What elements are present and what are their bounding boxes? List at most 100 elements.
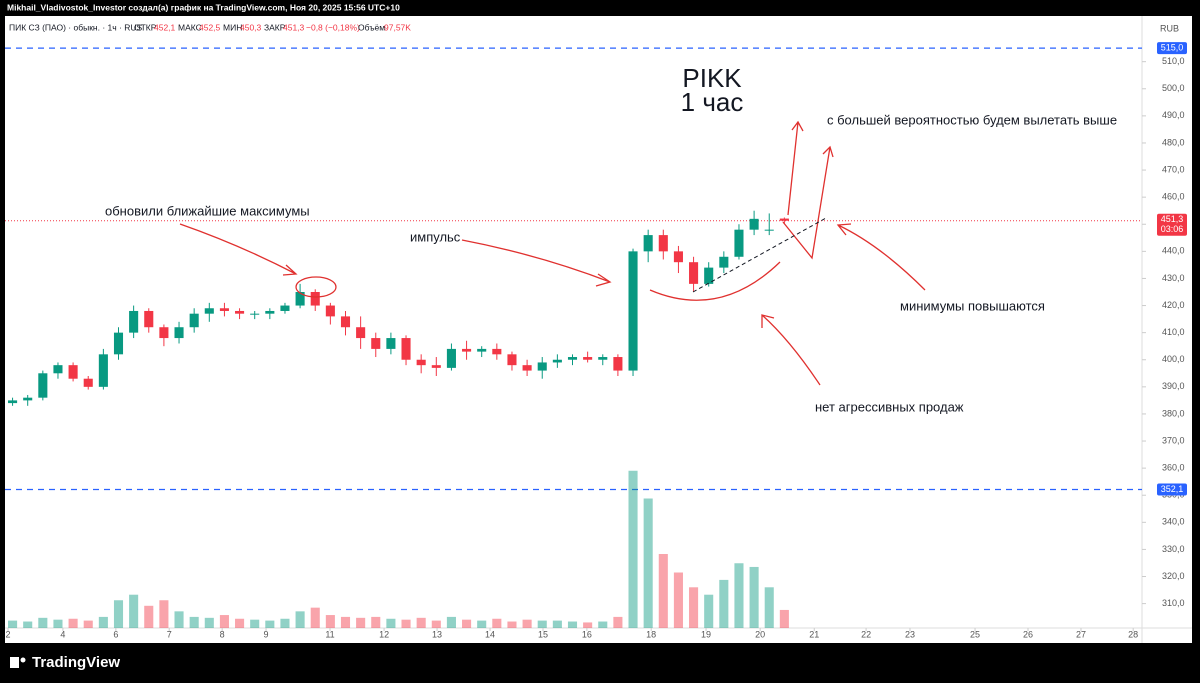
close-label: ЗАКР xyxy=(264,22,286,32)
volume-bar xyxy=(613,616,623,628)
high: 452,5 xyxy=(199,22,221,32)
annotation: обновили ближайшие максимумы xyxy=(105,203,310,218)
circle xyxy=(295,276,337,298)
candle-body xyxy=(68,365,78,379)
x-tick-label: 4 xyxy=(60,629,65,639)
candle-body xyxy=(446,348,456,368)
chart-subtitle: 1 час xyxy=(681,87,744,117)
chart-title: PIKK xyxy=(682,63,742,93)
volume-bar xyxy=(643,498,653,628)
y-tick-label: 500,0 xyxy=(1162,83,1185,93)
y-tick-label: 370,0 xyxy=(1162,435,1185,445)
open-label: ОТКР xyxy=(134,22,157,32)
x-tick-label: 19 xyxy=(701,629,711,639)
x-tick-label: 25 xyxy=(970,629,980,639)
volume-bar xyxy=(583,622,593,628)
volume-bar xyxy=(159,600,169,628)
volume-bar xyxy=(356,617,366,628)
candle-body xyxy=(23,397,33,401)
volume-bar xyxy=(749,566,759,628)
x-tick-label: 8 xyxy=(220,629,225,639)
logo: TradingView xyxy=(10,654,120,671)
volume-bar xyxy=(719,579,729,628)
candle-body xyxy=(431,365,441,368)
volume-bar xyxy=(507,621,517,628)
volume-bar xyxy=(462,619,472,628)
annotation: минимумы повышаются xyxy=(900,298,1045,313)
x-tick-label: 18 xyxy=(646,629,656,639)
volume-bar xyxy=(446,616,456,628)
volume-bar xyxy=(219,615,229,628)
volume-bar xyxy=(371,616,381,628)
candle-body xyxy=(174,327,184,339)
logo-mark xyxy=(20,657,26,663)
y-tick-label: 440,0 xyxy=(1162,246,1185,256)
volume-bar xyxy=(250,619,260,628)
candle-body xyxy=(250,313,260,315)
y-tick-label: 320,0 xyxy=(1162,571,1185,581)
x-tick-label: 7 xyxy=(167,629,172,639)
volume-bar xyxy=(189,616,199,628)
candle-body xyxy=(340,316,351,328)
y-tick-label: 430,0 xyxy=(1162,273,1185,283)
candle-body xyxy=(507,354,517,366)
y-tick-label: 400,0 xyxy=(1162,354,1185,364)
volume-bar xyxy=(552,620,562,628)
last-price-tag xyxy=(1157,213,1187,236)
x-tick-label: 22 xyxy=(861,629,871,639)
volume-bar xyxy=(764,587,774,628)
candle-body xyxy=(98,354,108,387)
volume-bar xyxy=(38,617,48,628)
volume-bar xyxy=(204,617,214,628)
y-tick-label: 510,0 xyxy=(1162,56,1185,66)
volume-bar xyxy=(673,572,683,628)
candle-body xyxy=(552,359,562,363)
level-tag xyxy=(1157,42,1187,55)
volume-bar xyxy=(8,620,18,628)
x-tick-label: 21 xyxy=(809,629,819,639)
candle-body xyxy=(235,310,245,314)
volume-bar xyxy=(431,620,441,628)
candle-body xyxy=(749,218,759,230)
arrow xyxy=(787,120,804,216)
volume-bar xyxy=(113,600,124,628)
x-tick-label: 26 xyxy=(1023,629,1033,639)
close: 451,3 xyxy=(283,22,305,32)
candle-body xyxy=(689,262,699,284)
volume-bar xyxy=(522,619,532,628)
volume: 97,57K xyxy=(384,22,411,32)
arrow xyxy=(179,223,298,276)
header: Mikhail_Vladivostok_Investor создал(а) г… xyxy=(7,2,400,12)
x-tick-label: 27 xyxy=(1076,629,1086,639)
volume-bar xyxy=(144,605,154,628)
countdown: 03:06 xyxy=(1161,224,1184,234)
x-tick-label: 12 xyxy=(379,629,389,639)
candle-body xyxy=(204,308,214,314)
volume-bar xyxy=(295,611,305,628)
volume-bar xyxy=(704,594,714,628)
volume-bar xyxy=(265,620,275,628)
volume-bar xyxy=(83,620,93,628)
x-tick-label: 13 xyxy=(432,629,442,639)
candle-body xyxy=(265,310,275,314)
trendline xyxy=(692,217,827,293)
x-tick-label: 16 xyxy=(582,629,592,639)
legend: ПИК СЗ (ПАО) · обыкн. · 1ч · RUS ОТКР 45… xyxy=(9,22,411,32)
logo-mark xyxy=(10,657,19,668)
candle-body xyxy=(537,362,547,371)
low: 450,3 xyxy=(240,22,262,32)
chart-area xyxy=(5,16,1192,643)
level-tag xyxy=(1157,483,1187,496)
volume-bar xyxy=(537,620,547,628)
currency: RUB xyxy=(1160,23,1179,33)
volume-bar xyxy=(68,618,78,628)
x-tick-label: 9 xyxy=(264,629,269,639)
y-tick-label: 460,0 xyxy=(1162,192,1185,202)
candle-body xyxy=(356,327,366,339)
candle-body xyxy=(401,338,411,360)
candle-body xyxy=(704,267,714,284)
candle-body xyxy=(416,359,426,366)
arrow xyxy=(782,145,834,260)
high-label: МАКС xyxy=(178,22,202,32)
volume-bar xyxy=(23,621,33,628)
